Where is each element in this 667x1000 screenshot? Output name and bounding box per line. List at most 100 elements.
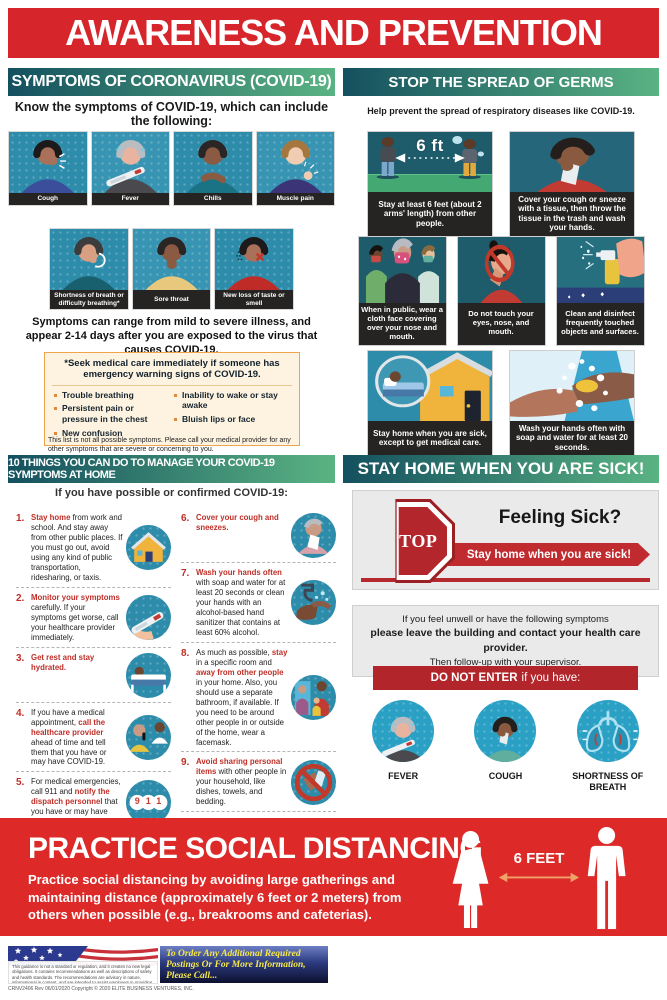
todo-text-segment: For medical emergencies, call 911 and [31, 777, 121, 797]
todo-item-8: 8. As much as possible, stay in a specifi… [181, 643, 336, 753]
todo-item-number: 4. [16, 707, 25, 719]
circle [129, 794, 145, 811]
path [391, 238, 413, 253]
path [301, 583, 315, 603]
path [550, 137, 595, 160]
rect [109, 175, 126, 184]
svg [452, 830, 489, 928]
todo-item-text: Stay home from work and school. And stay… [31, 513, 126, 583]
svg [295, 681, 329, 717]
symptom-tile-muscle-pain: Muscle pain [255, 131, 335, 206]
path [498, 872, 508, 883]
do-not-enter-banner: DO NOT ENTER if you have: [373, 666, 638, 690]
rect [406, 741, 413, 747]
path [452, 848, 489, 906]
circle [591, 405, 598, 412]
circle [587, 262, 590, 265]
path [483, 750, 528, 762]
svg [296, 583, 332, 621]
path [311, 601, 332, 611]
rect [137, 550, 143, 557]
todo-text-segment: stay [271, 647, 288, 657]
rect [153, 613, 162, 621]
todo-item-text: As much as possible, stay in a specific … [196, 648, 291, 748]
circle [588, 365, 595, 372]
todo-text-segment: Wash your hands often [196, 568, 282, 577]
svg [294, 763, 333, 802]
svg [510, 132, 634, 192]
germ-tile-stay-home-when-you-are-sick-except: Stay home when you are sick, except to g… [367, 350, 493, 457]
circle [575, 400, 584, 407]
svg [380, 716, 426, 762]
circle [325, 598, 329, 602]
dne-symptom-label: SHORTNESS OF BREATH [572, 771, 644, 793]
unwell-notice-line1: If you feel unwell or have the following… [402, 614, 609, 625]
svg [457, 237, 545, 303]
circle [140, 794, 157, 811]
path [296, 605, 318, 621]
svg [498, 872, 580, 883]
person-coughing-icon [9, 132, 87, 193]
path [239, 237, 269, 256]
section-header-stay-home: STAY HOME WHEN YOU ARE SICK! [343, 455, 659, 483]
todo-item-1: 1. Stay home from work and school. And st… [16, 508, 171, 588]
path [115, 140, 145, 159]
symptom-tile-cough: Cough [8, 131, 88, 206]
woman-silhouette-icon [447, 830, 495, 928]
rect [131, 684, 134, 692]
todo-item-number: 1. [16, 513, 25, 524]
section-header-germs: STOP THE SPREAD OF GERMS [343, 68, 659, 96]
six-feet-distance-label: 6 FEET [513, 850, 565, 867]
path [597, 711, 618, 726]
svg [129, 722, 168, 752]
symptom-tiles-row1: Cough Fever Chills Muscle pain [8, 131, 335, 206]
symptom-tile-label: New loss of taste or smell [215, 290, 293, 309]
path [227, 276, 281, 290]
path [296, 698, 309, 716]
red-underline [361, 578, 650, 582]
path [186, 179, 239, 193]
todo-text-segment: in your home. Also, you should use a sep… [196, 677, 284, 747]
section-header-symptoms-label: SYMPTOMS OF CORONAVIRUS (COVID-19) [11, 73, 332, 90]
germ-tiles-row2: When in public, wear a cloth face coveri… [343, 236, 659, 346]
circle [581, 256, 584, 260]
circle [313, 697, 320, 704]
rect [142, 732, 146, 741]
circle [381, 137, 395, 147]
ellipse [376, 175, 399, 179]
path [420, 245, 435, 256]
path [537, 179, 607, 192]
document-meta: CRNV2406 Rev 06/01/2020 Copyright © 2020… [8, 986, 194, 992]
page-title: AWARENESS AND PREVENTION [65, 12, 603, 53]
cover-cough-sneeze-icon [291, 513, 336, 558]
bottom-strip: This guidance is not a standard or regul… [8, 945, 328, 992]
path [62, 276, 116, 290]
feeling-sick-box: STOP Feeling Sick? Stay home when you ar… [352, 490, 659, 590]
rect [163, 684, 166, 692]
circle [499, 730, 507, 737]
circle [463, 139, 476, 149]
rect [464, 390, 481, 421]
svg [298, 518, 329, 554]
todo-text-segment: with other people in your household, lik… [196, 767, 287, 807]
rect [595, 252, 601, 257]
path [145, 276, 198, 290]
path [615, 238, 644, 278]
social-distancing-body: Practice social distancing by avoiding l… [28, 872, 402, 923]
circle [298, 685, 307, 694]
circle [166, 258, 177, 269]
stay-home-sick-icon [368, 351, 492, 421]
rect [133, 168, 141, 175]
circle [391, 722, 395, 725]
dne-symptom-label: FEVER [388, 771, 419, 781]
germs-intro: Help prevent the spread of respiratory d… [367, 106, 635, 116]
circle [560, 161, 574, 171]
path [200, 172, 227, 184]
rect [463, 903, 470, 928]
do-not-enter-lead: DO NOT ENTER [430, 672, 518, 684]
circle [134, 666, 144, 676]
todo-text-segment: away from other people [196, 667, 284, 677]
symptom-tile-sore-throat: Sore throat [131, 228, 212, 310]
symptom-tile-label: Shortness of breath or difficulty breath… [50, 290, 128, 309]
rect [604, 259, 620, 285]
